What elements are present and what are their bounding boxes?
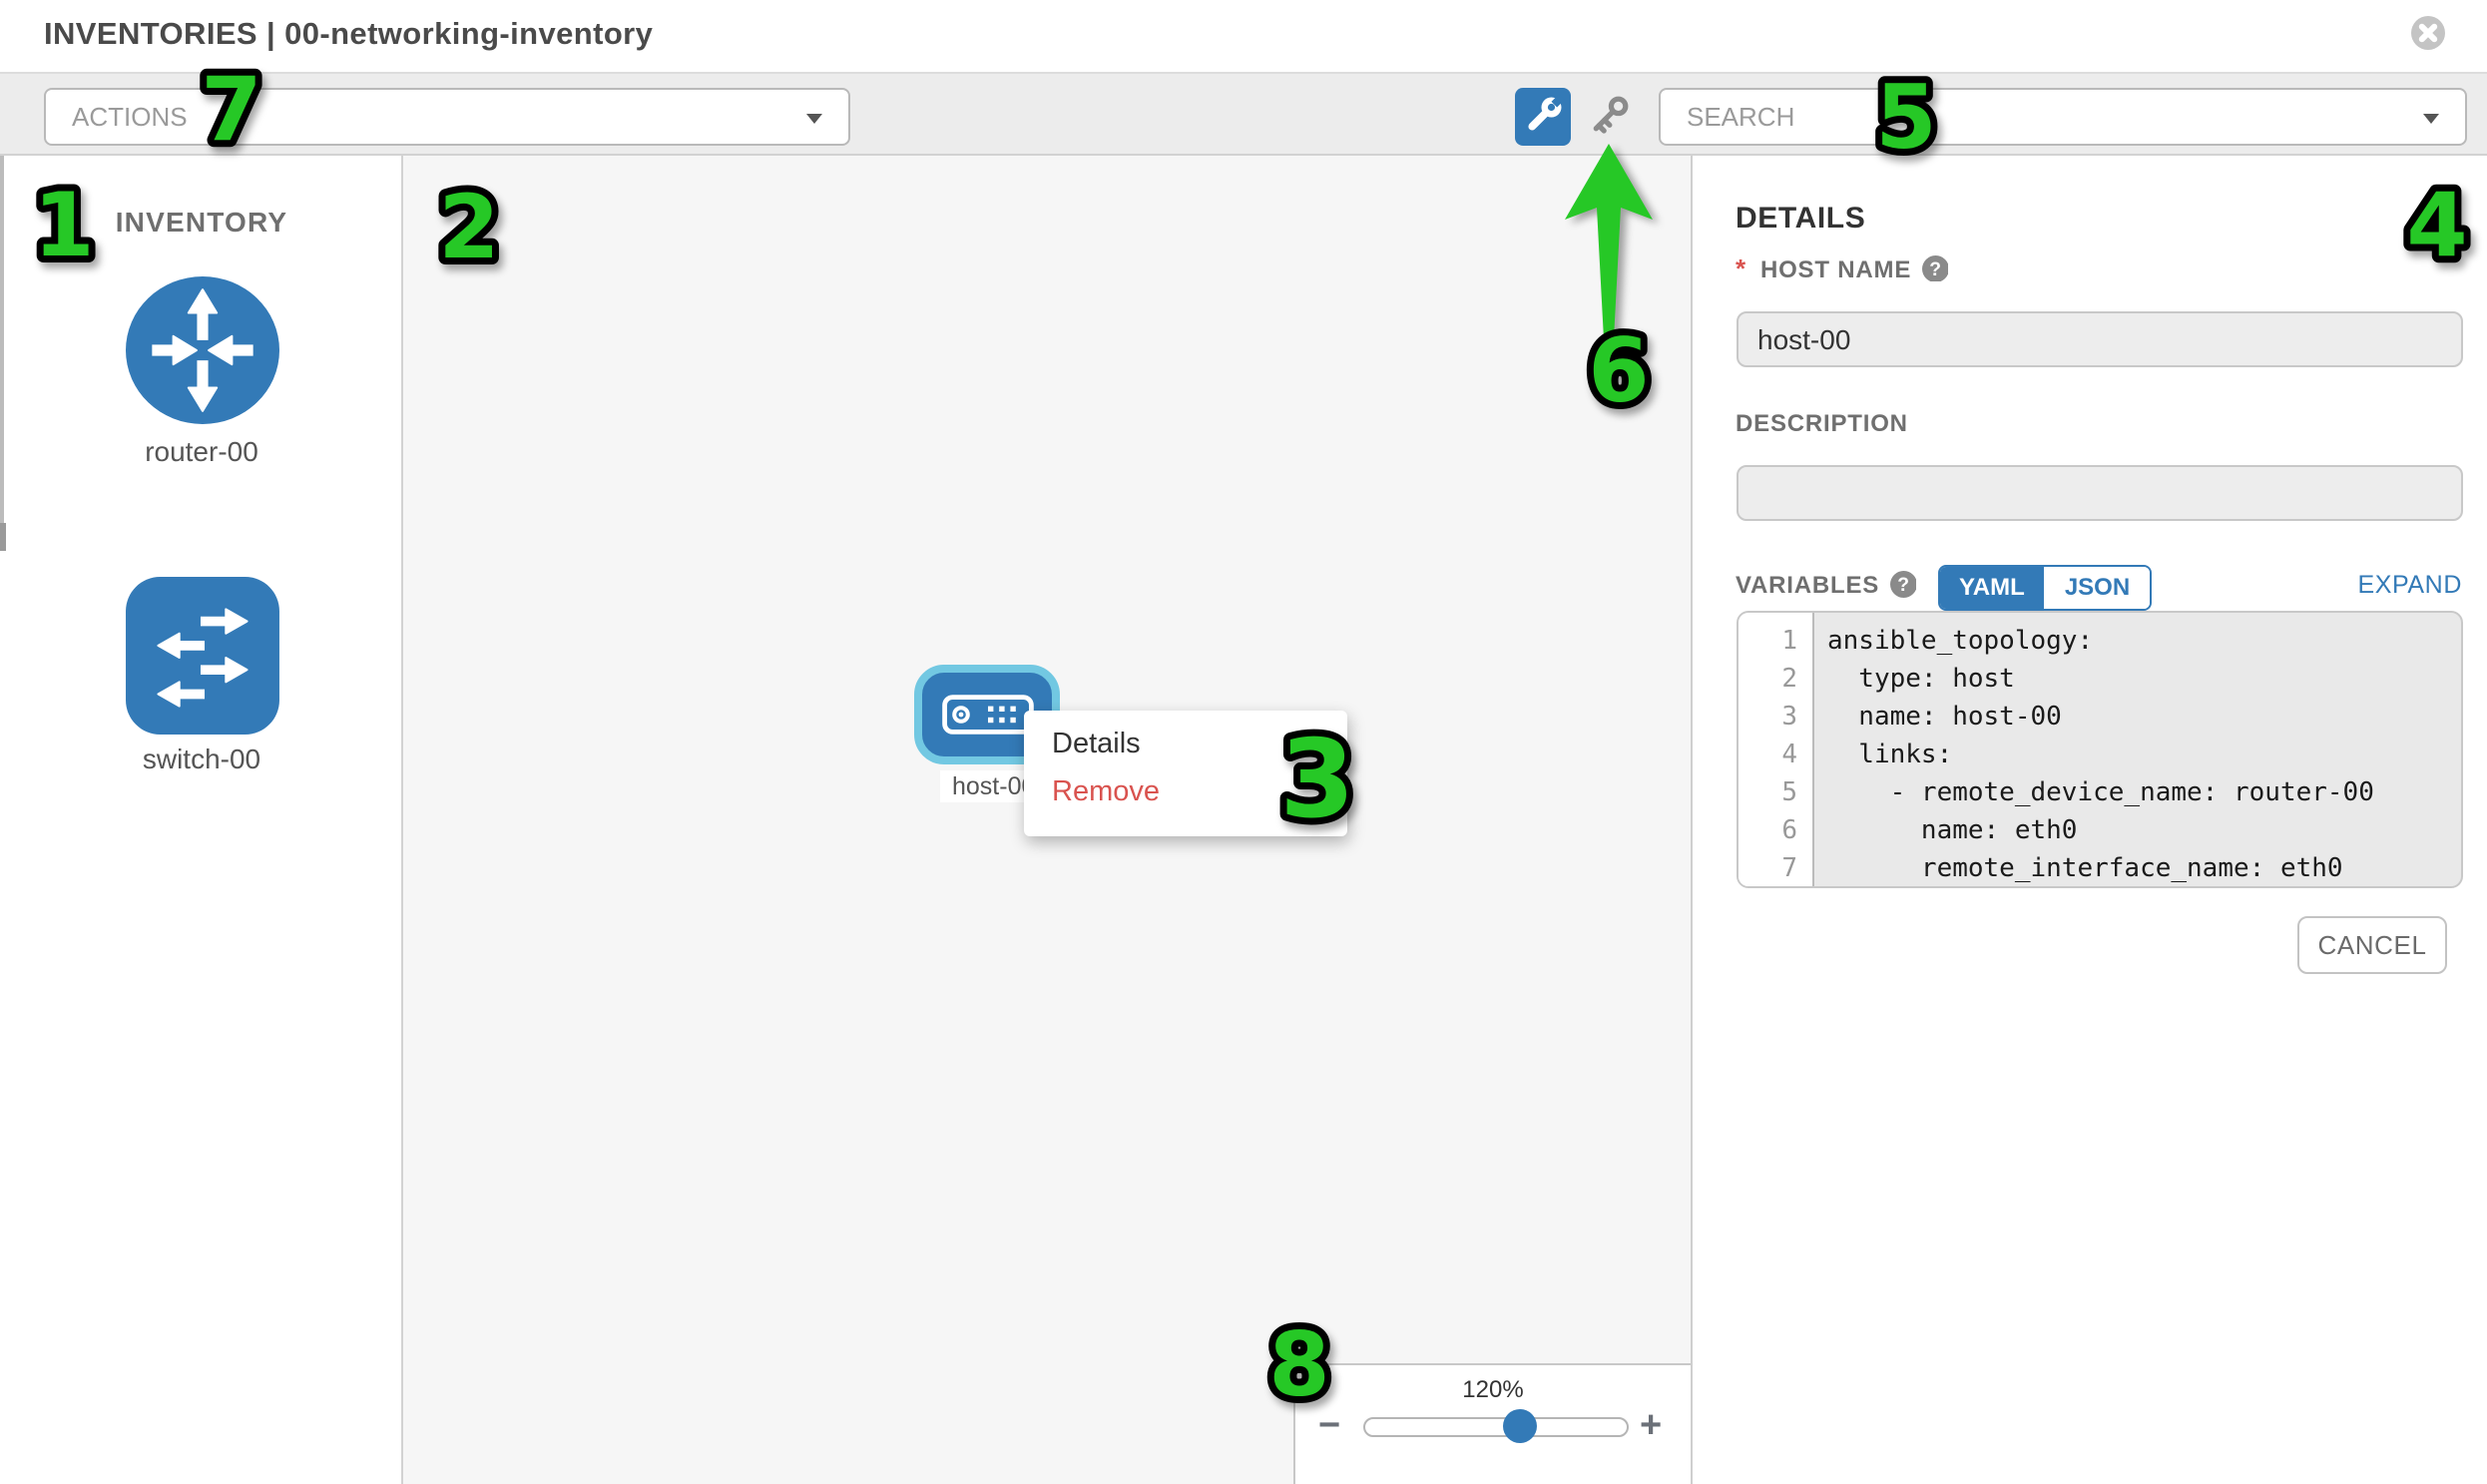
host-name-label-row: * HOST NAME ? <box>1736 253 1949 283</box>
close-icon[interactable] <box>2411 16 2445 50</box>
cancel-button[interactable]: CANCEL <box>2297 916 2447 973</box>
help-icon[interactable]: ? <box>1921 254 1949 282</box>
code-line: 7 remote_interface_name: eth0 <box>1738 850 2460 886</box>
sidebar-item-switch[interactable]: switch-00 <box>0 577 403 774</box>
tab-json[interactable]: JSON <box>2044 567 2151 609</box>
code-line: 1 ansible_topology: <box>1738 623 2460 661</box>
topology-canvas[interactable]: host-00 Details Remove 120% − + <box>403 156 1690 1484</box>
variables-row: VARIABLES ? YAML JSON EXPAND <box>1736 565 2462 611</box>
variables-label-row: VARIABLES ? <box>1736 571 1917 599</box>
code-line: 4 links: <box>1738 737 2460 774</box>
host-name-input[interactable] <box>1736 311 2462 366</box>
window-edge-line <box>0 156 3 549</box>
zoom-slider-track[interactable] <box>1363 1416 1629 1436</box>
actions-dropdown[interactable]: ACTIONS <box>44 88 850 145</box>
router-icon <box>125 276 278 424</box>
svg-text:?: ? <box>1896 576 1909 597</box>
context-menu-item-details[interactable]: Details <box>1052 729 1141 760</box>
zoom-out-button[interactable]: − <box>1318 1405 1341 1447</box>
tab-yaml[interactable]: YAML <box>1939 567 2045 609</box>
wrench-icon <box>1527 94 1564 131</box>
credentials-button[interactable] <box>1583 88 1635 144</box>
description-label: DESCRIPTION <box>1736 409 1908 437</box>
variables-editor[interactable]: 1 ansible_topology: 2 type: host 3 name: … <box>1736 611 2462 887</box>
caret-down-icon <box>2422 114 2438 124</box>
page-title: INVENTORIES | 00-networking-inventory <box>44 18 654 52</box>
code-line: 6 name: eth0 <box>1738 812 2460 850</box>
required-asterisk: * <box>1736 253 1746 283</box>
actions-dropdown-label: ACTIONS <box>72 101 188 132</box>
expand-link[interactable]: EXPAND <box>2357 571 2462 599</box>
zoom-slider-thumb[interactable] <box>1502 1409 1536 1443</box>
editor-content: 1 ansible_topology: 2 type: host 3 name: … <box>1738 613 2460 886</box>
help-icon[interactable]: ? <box>1889 571 1917 599</box>
router-label: router-00 <box>145 435 258 467</box>
code-line: 2 type: host <box>1738 661 2460 699</box>
inventory-sidebar: INVENTORY router-00 <box>0 156 403 1484</box>
switch-label: switch-00 <box>142 742 261 774</box>
switch-icon <box>125 577 278 735</box>
code-line: 3 name: host-00 <box>1738 699 2460 737</box>
caret-down-icon <box>806 114 822 124</box>
description-input[interactable] <box>1736 465 2462 520</box>
key-icon <box>1593 96 1629 134</box>
zoom-in-button[interactable]: + <box>1640 1405 1663 1447</box>
svg-text:?: ? <box>1928 259 1941 280</box>
variables-format-toggle: YAML JSON <box>1937 565 2153 611</box>
code-line: 5 - remote_device_name: router-00 <box>1738 774 2460 812</box>
title-bar: INVENTORIES | 00-networking-inventory <box>0 0 2487 72</box>
search-dropdown-label: SEARCH <box>1687 101 1795 132</box>
tools-button[interactable] <box>1514 88 1570 145</box>
zoom-control: 120% − + <box>1292 1363 1690 1484</box>
zoom-level-label: 120% <box>1462 1375 1524 1403</box>
sidebar-item-router[interactable]: router-00 <box>0 273 403 467</box>
sidebar-title: INVENTORY <box>115 206 288 238</box>
details-panel-title: DETAILS <box>1736 202 1866 236</box>
details-panel: DETAILS * HOST NAME ? DESCRIPTION VARIAB… <box>1690 156 2487 1484</box>
variables-label: VARIABLES <box>1736 571 1880 599</box>
toolbar: ACTIONS <box>0 72 2487 156</box>
search-dropdown[interactable]: SEARCH <box>1659 88 2466 145</box>
context-menu: Details Remove <box>1024 711 1347 836</box>
scrollbar-nub <box>0 523 5 551</box>
host-name-label: HOST NAME <box>1759 254 1912 282</box>
host-icon <box>941 695 1033 735</box>
context-menu-item-remove[interactable]: Remove <box>1052 776 1160 808</box>
